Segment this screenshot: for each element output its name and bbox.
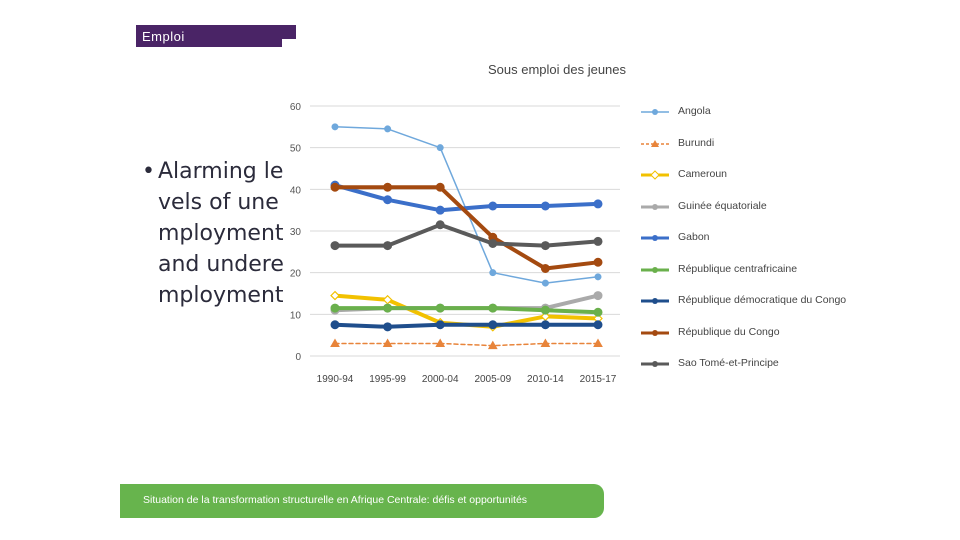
y-tick-label: 40 xyxy=(290,185,302,196)
y-tick-label: 0 xyxy=(295,352,301,363)
legend-label: Guinée équatoriale xyxy=(678,199,767,212)
data-point-republique-centrafricaine xyxy=(488,303,498,313)
bullet-marker: • xyxy=(142,159,155,184)
data-point-sao-tome-et-principe xyxy=(435,220,445,230)
x-tick-label: 1990-94 xyxy=(317,374,354,385)
data-point-sao-tome-et-principe xyxy=(488,239,498,248)
legend-label: Angola xyxy=(678,105,711,117)
legend-swatch xyxy=(641,298,669,304)
section-tag-notch xyxy=(282,39,296,47)
data-point-republique-centrafricaine xyxy=(593,307,603,317)
bullet-list: • Alarming levels of unemployment and un… xyxy=(140,156,288,311)
data-point-sao-tome-et-principe xyxy=(540,241,550,251)
data-point-sao-tome-et-principe xyxy=(330,241,340,251)
y-tick-label: 10 xyxy=(290,310,302,321)
data-point-republique-democratique-du-congo xyxy=(540,320,550,330)
y-tick-label: 60 xyxy=(290,102,302,113)
data-point-sao-tome-et-principe xyxy=(593,236,603,246)
data-point-guinee-equatoriale xyxy=(593,291,603,301)
data-point-burundi xyxy=(435,338,446,347)
legend-label: Burundi xyxy=(678,136,715,149)
legend-label: République démocratique du Congo xyxy=(678,294,847,306)
legend-label: Gabon xyxy=(678,231,710,243)
data-point-republique-democratique-du-congo xyxy=(488,320,498,330)
data-point-republique-centrafricaine xyxy=(330,303,340,313)
legend-swatch xyxy=(641,361,669,367)
series-line-republique-du-congo xyxy=(333,185,600,271)
legend-swatch xyxy=(641,139,669,147)
data-point-republique-democratique-du-congo xyxy=(383,322,393,332)
series-line-burundi xyxy=(334,342,599,347)
series-line-republique-centrafricaine xyxy=(333,306,600,315)
legend-item-republique-democratique-du-congo: République démocratique du Congo xyxy=(640,293,850,313)
data-point-angola xyxy=(489,269,497,277)
series-line-gabon xyxy=(333,183,600,213)
data-point-angola xyxy=(541,279,549,287)
footer-text: Situation de la transformation structure… xyxy=(143,494,528,506)
chart-title: Sous emploi des jeunes xyxy=(488,62,627,77)
legend-item-angola: Angola xyxy=(640,104,850,124)
data-point-burundi xyxy=(540,338,551,347)
data-point-gabon xyxy=(593,199,603,209)
data-point-republique-du-congo xyxy=(540,264,550,273)
data-point-republique-du-congo xyxy=(330,182,340,192)
data-point-republique-democratique-du-congo xyxy=(435,320,445,330)
legend-item-cameroun: Cameroun xyxy=(640,167,850,187)
legend-item-sao-tome-et-principe: Sao Tomé-et-Principe xyxy=(640,356,850,376)
legend-item-republique-du-congo: République du Congo xyxy=(640,325,850,345)
data-point-republique-centrafricaine xyxy=(435,303,445,313)
data-point-republique-democratique-du-congo xyxy=(330,320,340,330)
x-tick-label: 2005-09 xyxy=(474,374,511,385)
y-tick-label: 50 xyxy=(290,144,302,155)
section-tag: Emploi xyxy=(136,25,296,47)
x-tick-label: 2010-14 xyxy=(527,374,564,385)
legend-item-guinee-equatoriale: Guinée équatoriale xyxy=(640,199,850,219)
data-point-burundi xyxy=(593,338,603,347)
data-point-angola xyxy=(436,144,444,152)
data-point-republique-du-congo xyxy=(383,182,393,192)
data-point-angola xyxy=(384,125,392,133)
bullet-text: Alarming levels of unemployment and unde… xyxy=(158,159,284,308)
data-point-burundi xyxy=(382,338,393,347)
data-point-republique-democratique-du-congo xyxy=(593,320,603,330)
x-tick-label: 1995-99 xyxy=(369,374,406,385)
y-tick-label: 20 xyxy=(290,269,302,280)
x-tick-label: 2015-17 xyxy=(580,374,617,385)
legend-label: Cameroun xyxy=(678,168,728,180)
data-point-gabon xyxy=(383,195,393,205)
legend-item-burundi: Burundi xyxy=(640,136,850,156)
data-point-angola xyxy=(594,273,602,281)
section-tag-label: Emploi xyxy=(142,29,185,44)
y-tick-label: 30 xyxy=(290,227,302,238)
legend-swatch xyxy=(641,203,669,210)
data-point-republique-du-congo xyxy=(593,257,603,267)
data-point-burundi xyxy=(487,340,498,350)
data-point-republique-du-congo xyxy=(435,182,445,192)
data-point-gabon xyxy=(540,201,550,211)
legend-item-gabon: Gabon xyxy=(640,230,850,250)
data-point-sao-tome-et-principe xyxy=(383,241,393,251)
legend-swatch xyxy=(641,170,669,180)
legend-swatch xyxy=(641,109,669,115)
x-tick-label: 2000-04 xyxy=(422,374,459,385)
legend-label: République centrafricaine xyxy=(678,262,798,275)
data-point-angola xyxy=(331,123,339,131)
data-point-burundi xyxy=(330,338,340,347)
footer-banner: Situation de la transformation structure… xyxy=(120,484,604,518)
legend-swatch xyxy=(641,235,669,241)
series-line-sao-tome-et-principe xyxy=(333,222,600,248)
data-point-gabon xyxy=(488,201,498,211)
legend-swatch xyxy=(641,266,669,273)
data-point-republique-centrafricaine xyxy=(383,303,393,313)
legend-label: République du Congo xyxy=(678,325,780,338)
legend-item-republique-centrafricaine: République centrafricaine xyxy=(640,262,850,282)
legend-swatch xyxy=(641,329,669,336)
data-point-cameroun xyxy=(330,290,340,301)
data-point-gabon xyxy=(435,205,445,215)
series-line-republique-democratique-du-congo xyxy=(333,322,600,329)
data-point-republique-centrafricaine xyxy=(540,305,550,315)
legend-label: Sao Tomé-et-Principe xyxy=(678,357,779,369)
